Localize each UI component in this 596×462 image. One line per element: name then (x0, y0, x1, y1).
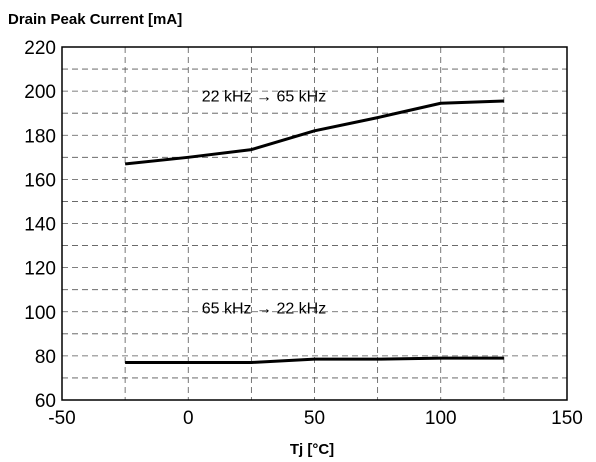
x-tick-label: 150 (551, 408, 583, 429)
y-tick-label: 180 (24, 126, 56, 147)
annotation-2: 65 kHz → 22 kHz (202, 300, 326, 317)
grid (62, 47, 567, 400)
x-tick-label: 50 (304, 408, 325, 429)
series-line-2 (125, 356, 504, 364)
y-tick-label: 200 (24, 82, 56, 103)
y-tick-label: 120 (24, 259, 56, 280)
x-axis-label: Tj [°C] (290, 441, 334, 458)
series-lines (124, 99, 504, 364)
series-line-1 (124, 99, 504, 166)
y-tick-label: 220 (24, 38, 56, 59)
annotations: 22 kHz → 65 kHz 65 kHz → 22 kHz (202, 89, 326, 318)
chart-title: Drain Peak Current [mA] (8, 11, 182, 28)
y-tick-label: 140 (24, 215, 56, 236)
annotation-1: 22 kHz → 65 kHz (202, 89, 326, 106)
y-tick-label: 60 (35, 391, 56, 412)
y-tick-label: 80 (35, 347, 56, 368)
axis-ticks: -50 0 50 100 150 60 80 100 120 140 160 180 200 220 (24, 38, 583, 429)
y-tick-label: 100 (24, 303, 56, 324)
x-tick-label: 0 (183, 408, 194, 429)
x-tick-label: -50 (48, 408, 75, 429)
plot-area (61, 46, 568, 401)
y-tick-label: 160 (24, 170, 56, 191)
x-tick-label: 100 (425, 408, 457, 429)
